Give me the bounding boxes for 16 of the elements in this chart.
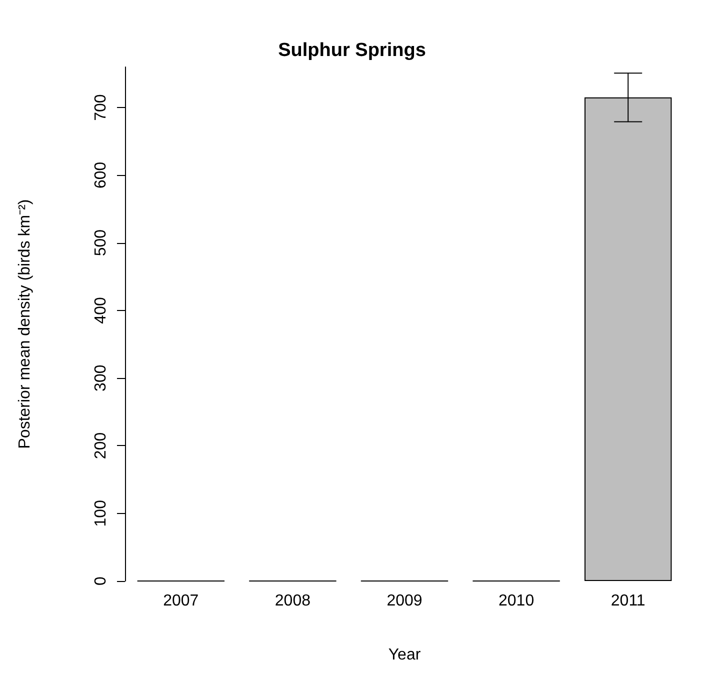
y-tick-label: 300: [92, 364, 110, 392]
y-tick-label: 0: [92, 576, 110, 586]
y-tick-label: 200: [92, 432, 110, 460]
x-tick-label: 2007: [163, 592, 199, 610]
x-tick-label: 2010: [498, 592, 534, 610]
x-tick-label: 2009: [386, 592, 422, 610]
y-tick-label: 400: [92, 297, 110, 324]
y-tick-label: 500: [92, 229, 110, 256]
chart-title: Sulphur Springs: [278, 40, 426, 61]
y-tick-label: 100: [92, 500, 110, 527]
y-axis-title: Posterior mean density (birds km⁻²): [16, 199, 34, 449]
x-axis-title: Year: [388, 646, 422, 664]
y-tick-label: 600: [92, 162, 110, 189]
x-tick-label: 2008: [274, 592, 311, 610]
x-tick-label: 2011: [610, 592, 646, 610]
y-tick-label: 700: [92, 94, 110, 121]
